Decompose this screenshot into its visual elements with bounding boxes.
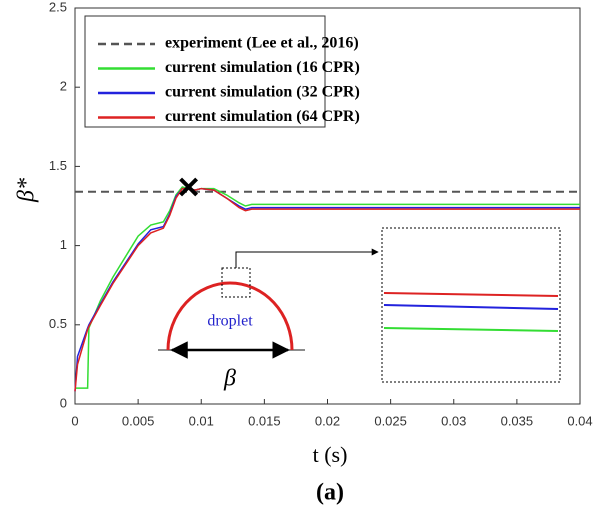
x-tick-label: 0.04 — [567, 413, 592, 428]
x-tick-label: 0.01 — [189, 413, 214, 428]
droplet-shape — [166, 281, 294, 351]
x-tick-label: 0.005 — [122, 413, 155, 428]
series-line — [74, 187, 580, 392]
x-tick-label: 0.025 — [374, 413, 407, 428]
droplet-label: droplet — [207, 313, 253, 330]
legend-entries: experiment (Lee et al., 2016) current sim… — [98, 35, 360, 125]
caption: (a) — [316, 480, 344, 506]
inset: droplet β — [158, 227, 561, 392]
x-tick-label: 0.03 — [441, 413, 466, 428]
peak-marker — [179, 177, 199, 197]
legend-label: experiment (Lee et al., 2016) — [165, 35, 359, 52]
width-label: β — [223, 366, 236, 392]
x-tick-label: 0.035 — [501, 413, 534, 428]
y-tick-label: 0.5 — [49, 316, 67, 331]
legend-label: current simulation (16 CPR) — [165, 59, 360, 76]
peak-marker-stroke — [179, 177, 199, 197]
x-tick-label: 0.015 — [248, 413, 281, 428]
x-axis-label: t (s) — [313, 442, 348, 467]
y-tick-label: 1.5 — [49, 158, 67, 173]
legend — [84, 15, 326, 128]
series-line — [75, 186, 580, 389]
zoom-line — [383, 292, 559, 297]
y-tick-label: 2 — [60, 79, 67, 94]
legend-label: current simulation (32 CPR) — [165, 84, 360, 101]
x-tick-label: 0 — [71, 413, 78, 428]
x-tick-label: 0.02 — [315, 413, 340, 428]
zoom-arrow — [235, 248, 379, 268]
y-tick-label: 2.5 — [49, 0, 67, 14]
zoom-line — [383, 327, 559, 332]
zoom-line — [383, 304, 559, 310]
y-tick-label: 1 — [60, 237, 67, 252]
y-tick-label: 0 — [60, 395, 67, 410]
y-axis-label: β* — [14, 178, 40, 203]
plot-area: 0 0.005 0.01 0.015 0.02 0.025 0.03 0.035 0.04 0 0.… — [49, 0, 593, 428]
legend-label: current simulation (64 CPR) — [165, 108, 360, 125]
